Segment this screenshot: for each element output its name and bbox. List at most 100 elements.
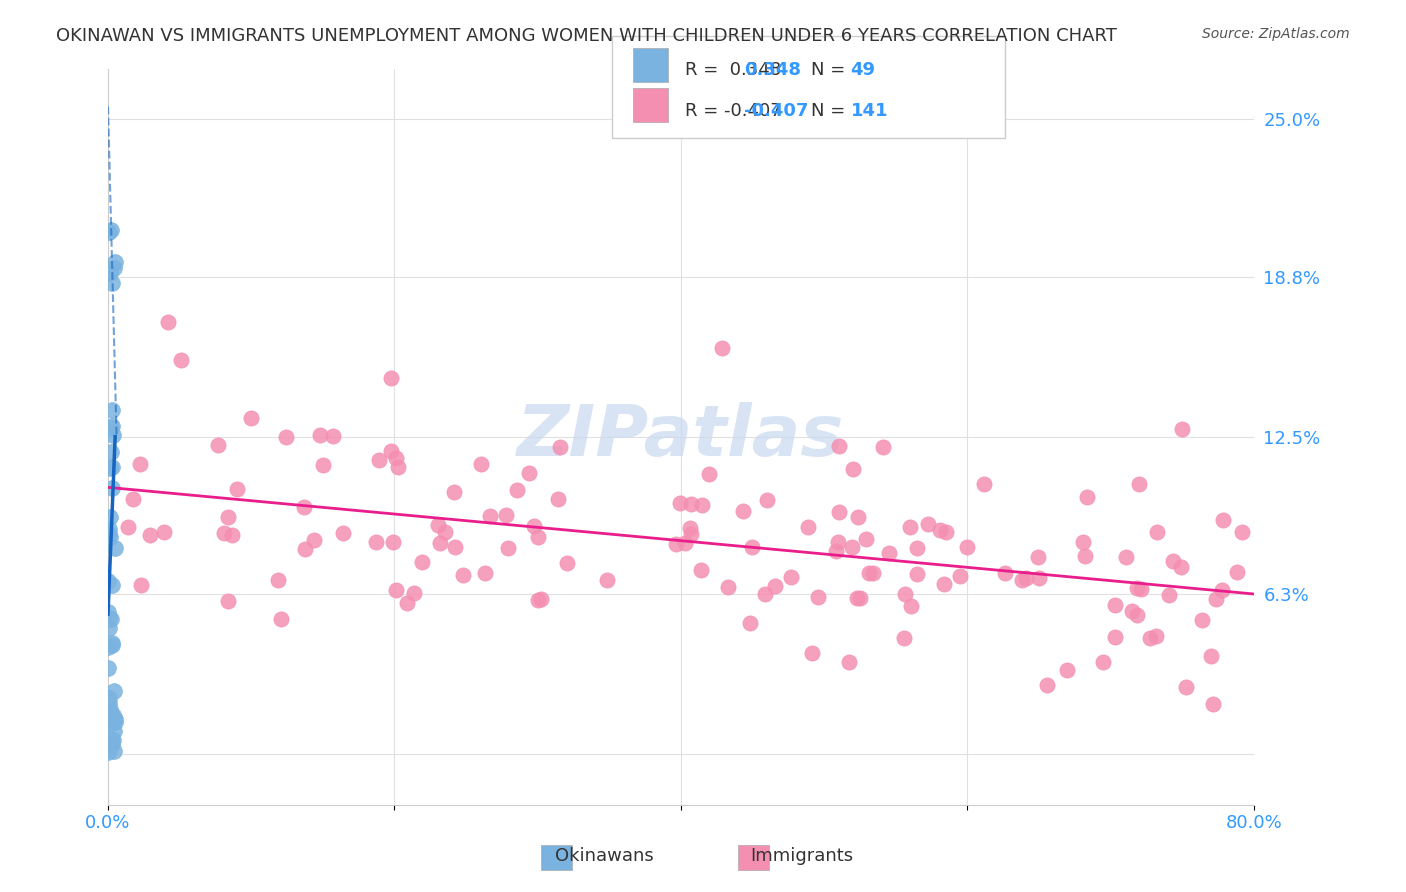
Point (1128, 477, 1150, 491)
Point (710, 341, 733, 355)
Point (689, 563, 711, 577)
Point (98, 702, 121, 716)
Text: -0.407: -0.407 (744, 102, 808, 120)
Point (763, 579, 786, 593)
Point (1028, 571, 1050, 585)
Point (797, 520, 820, 534)
Point (104, 541, 127, 555)
Point (101, 638, 124, 652)
Point (1232, 524, 1254, 539)
Point (426, 518, 449, 533)
Point (101, 428, 124, 442)
Point (894, 587, 917, 601)
Point (97, 691, 120, 706)
Point (1126, 581, 1149, 595)
Point (779, 570, 801, 584)
Text: N =: N = (811, 102, 851, 120)
Point (1171, 422, 1194, 436)
Point (756, 492, 779, 507)
Point (740, 615, 762, 630)
Point (153, 525, 176, 540)
Text: R =  0.348: R = 0.348 (685, 62, 780, 79)
Point (905, 541, 928, 555)
Point (474, 566, 496, 580)
Point (100, 732, 122, 747)
Point (523, 519, 546, 533)
Point (98, 461, 121, 475)
Point (898, 520, 921, 534)
Point (97, 745, 120, 759)
Point (679, 498, 702, 512)
Text: 49: 49 (851, 62, 876, 79)
Point (221, 528, 243, 542)
Point (893, 631, 915, 645)
Point (444, 540, 467, 554)
Point (1126, 607, 1149, 622)
Point (101, 578, 124, 592)
Point (98, 717, 121, 731)
Point (101, 713, 124, 727)
Point (1130, 582, 1153, 596)
Point (935, 525, 957, 540)
Point (380, 371, 402, 385)
Point (396, 596, 419, 610)
Point (239, 410, 262, 425)
Point (872, 441, 894, 455)
Point (104, 255, 127, 269)
Point (100, 636, 122, 650)
Point (98, 734, 121, 748)
Point (1071, 535, 1094, 549)
Point (1157, 588, 1180, 602)
Point (1104, 630, 1126, 644)
Point (100, 460, 122, 475)
Point (801, 646, 824, 660)
Point (527, 593, 550, 607)
Point (411, 555, 433, 569)
Point (841, 540, 863, 554)
Point (98, 739, 121, 754)
Point (101, 276, 124, 290)
Point (733, 504, 755, 518)
Point (517, 466, 540, 480)
Point (387, 459, 409, 474)
Point (276, 430, 298, 444)
Point (1139, 631, 1161, 645)
Point (900, 599, 922, 613)
Point (103, 684, 125, 698)
Point (495, 508, 517, 522)
Point (827, 439, 849, 453)
Point (548, 440, 571, 454)
Point (101, 710, 124, 724)
Point (470, 457, 492, 471)
Point (104, 712, 127, 726)
Text: Source: ZipAtlas.com: Source: ZipAtlas.com (1202, 27, 1350, 41)
Point (828, 505, 851, 519)
Point (1191, 613, 1213, 627)
Point (98, 621, 121, 635)
Point (855, 533, 877, 547)
Point (98, 530, 121, 544)
Point (827, 535, 849, 549)
Point (846, 591, 869, 606)
Point (128, 457, 150, 471)
Point (1212, 513, 1234, 527)
Point (98, 266, 121, 280)
Point (547, 492, 569, 507)
Text: 0.348: 0.348 (744, 62, 801, 79)
Point (1201, 697, 1223, 711)
Point (308, 428, 330, 442)
Point (1211, 582, 1233, 597)
Point (101, 403, 124, 417)
Point (97, 605, 120, 619)
Point (1170, 559, 1192, 574)
Point (267, 573, 290, 587)
Point (849, 591, 872, 606)
Point (479, 508, 502, 523)
Point (97, 640, 120, 655)
Point (103, 708, 125, 723)
Point (367, 452, 389, 467)
Point (139, 528, 162, 542)
Point (1226, 566, 1249, 580)
Point (97, 574, 120, 589)
Point (697, 467, 720, 481)
